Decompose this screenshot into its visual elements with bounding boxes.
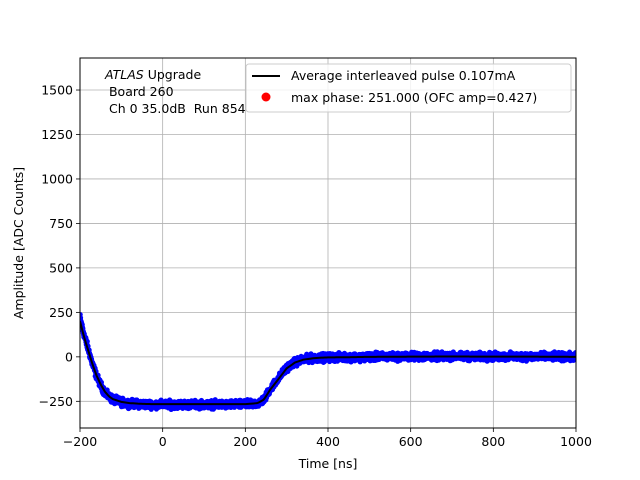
average-pulse-line-layer — [80, 321, 576, 406]
y-tick-label: 0 — [65, 349, 73, 364]
x-tick-label: 600 — [399, 434, 423, 449]
legend-marker-swatch — [261, 92, 271, 102]
x-axis-label: Time [ns] — [298, 456, 358, 471]
y-tick-label: 750 — [49, 216, 73, 231]
legend-entry-marker: max phase: 251.000 (OFC amp=0.427) — [291, 90, 537, 105]
x-tick-label: 400 — [316, 434, 340, 449]
legend-box — [245, 63, 572, 113]
y-tick-label: −250 — [39, 394, 73, 409]
plot-area: −200 0 200 400 600 800 1000 −250 0 250 500 750 1000… — [39, 57, 592, 449]
annotation-line-2: Board 260 — [105, 84, 174, 99]
x-tick-label: 1000 — [560, 434, 592, 449]
y-tick-label: 500 — [49, 260, 73, 275]
y-axis-label: Amplitude [ADC Counts] — [11, 167, 26, 319]
average-pulse-line — [80, 321, 576, 406]
x-tick-label: 200 — [233, 434, 257, 449]
legend-entry-line: Average interleaved pulse 0.107mA — [291, 68, 516, 83]
x-tick-label: 800 — [481, 434, 505, 449]
legend: Average interleaved pulse 0.107mA max ph… — [245, 63, 572, 113]
x-tick-label: −200 — [63, 434, 97, 449]
annotation-line-1: ATLAS Upgrade — [104, 67, 201, 82]
y-axis-ticks: −250 0 250 500 750 1000 1250 1500 — [39, 83, 80, 409]
atlas-upgrade: Upgrade — [144, 67, 202, 82]
atlas-italic: ATLAS — [104, 67, 144, 82]
x-axis-ticks: −200 0 200 400 600 800 1000 — [63, 428, 592, 449]
annotation-block: ATLAS Upgrade Board 260 Ch 0 35.0dB Run … — [104, 67, 246, 116]
y-tick-label: 1000 — [41, 171, 73, 186]
y-tick-label: 1500 — [41, 83, 73, 98]
y-tick-label: 1250 — [41, 127, 73, 142]
annotation-line-3: Ch 0 35.0dB Run 854 — [105, 101, 246, 116]
x-tick-label: 0 — [159, 434, 167, 449]
y-tick-label: 250 — [49, 305, 73, 320]
